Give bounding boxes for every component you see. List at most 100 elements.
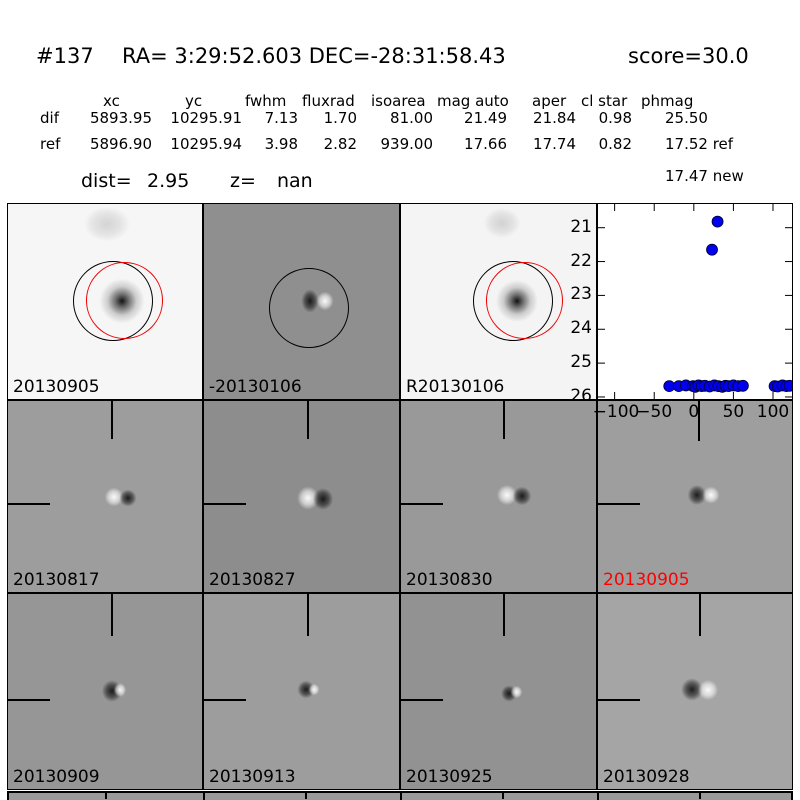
- crosshair-top-tick: [105, 793, 107, 799]
- ref-isoarea: 939.00: [380, 135, 434, 153]
- y-tick-label: 26: [570, 385, 592, 406]
- row-dif-name: dif: [40, 109, 59, 127]
- crosshair-left-tick: [598, 699, 640, 701]
- dipole-dark-blob: [510, 484, 534, 508]
- stamp-date-label: -20130106: [209, 377, 302, 397]
- crosshair-left-tick: [401, 503, 443, 505]
- crosshair-left-tick: [8, 503, 50, 505]
- panel-divider: [203, 793, 205, 800]
- y-tick-label: 24: [570, 318, 592, 339]
- phmag-new-line: 17.47 new: [665, 167, 744, 185]
- ref-yc: 10295.94: [170, 135, 242, 153]
- stamp-diff-5: 20130909: [7, 593, 203, 790]
- dif-fluxrad: 1.70: [323, 109, 357, 127]
- background-smudge: [78, 204, 136, 246]
- crosshair-top-tick: [307, 594, 309, 636]
- crosshair-top-tick: [503, 401, 505, 439]
- y-tick-label: 23: [570, 284, 592, 305]
- stamp-date-label: 20130928: [603, 767, 690, 787]
- dif-xc: 5893.95: [89, 109, 152, 127]
- stamp-date-label: 20130830: [406, 570, 493, 590]
- dist-label: dist=: [81, 170, 132, 192]
- ref-fwhm: 3.98: [264, 135, 298, 153]
- crosshair-top-tick: [699, 793, 701, 799]
- stamp-diff-8: 20130928: [597, 593, 793, 790]
- dif-mag-auto: 21.49: [464, 109, 507, 127]
- ref-fluxrad: 2.82: [323, 135, 357, 153]
- background-smudge: [479, 204, 525, 242]
- row-ref-name: ref: [40, 135, 61, 153]
- crosshair-left-tick: [8, 699, 50, 701]
- stamp-date-label: 20130925: [406, 767, 493, 787]
- x-tick-label: −100: [592, 402, 640, 422]
- crosshair-top-tick: [307, 401, 309, 439]
- col-header-phmag: phmag: [641, 92, 694, 110]
- lightcurve-point: [711, 215, 724, 228]
- dipole-bright-blob: [509, 684, 524, 700]
- candidate-coordinates: RA= 3:29:52.603 DEC=-28:31:58.43: [122, 44, 506, 68]
- dipole-bright-blob: [695, 677, 721, 703]
- y-tick-label: 21: [570, 216, 592, 237]
- crosshair-top-tick: [502, 793, 504, 799]
- crosshair-top-tick: [503, 594, 505, 636]
- panel-divider: [400, 793, 402, 800]
- ref-phmag: 17.52 ref: [665, 135, 734, 153]
- dipole-dark-blob: [117, 487, 139, 509]
- col-header-fwhm: fwhm: [245, 92, 287, 110]
- candidate-score: score=30.0: [628, 44, 749, 68]
- stamp-diff-3: 20130830: [400, 400, 597, 593]
- aperture-circle-red: [86, 262, 163, 339]
- x-tick-label: −50: [636, 402, 673, 422]
- lightcurve-plot: 21 22 23 24 25 26 −100 −50 0 50 100: [570, 203, 793, 421]
- candidate-id: #137: [36, 44, 94, 68]
- aperture-circle-red: [486, 262, 563, 339]
- z-label: z=: [230, 170, 256, 192]
- stamp-date-label: 20130913: [209, 767, 296, 787]
- cutoff-next-row-strip: [7, 791, 793, 800]
- ref-aper: 17.74: [533, 135, 576, 153]
- z-value: nan: [277, 170, 313, 192]
- dipole-bright-blob: [700, 484, 722, 506]
- col-header-yc: yc: [185, 92, 203, 110]
- lightcurve-point: [737, 379, 749, 392]
- lightcurve-point: [706, 243, 718, 256]
- crosshair-top-tick: [111, 401, 113, 439]
- col-header-mag-auto: mag auto: [437, 92, 509, 110]
- dipole-bright-blob: [307, 682, 321, 697]
- panel-divider: [597, 793, 599, 800]
- col-header-xc: xc: [103, 92, 120, 110]
- col-header-isoarea: isoarea: [371, 92, 426, 110]
- stamp-date-label: 20130817: [13, 570, 100, 590]
- dipole-dark-blob: [310, 485, 336, 513]
- stamp-diff-1: 20130817: [7, 400, 203, 593]
- dif-isoarea: 81.00: [390, 109, 433, 127]
- lightcurve-point: [783, 379, 792, 392]
- crosshair-left-tick: [204, 503, 246, 505]
- ref-mag-auto: 17.66: [464, 135, 507, 153]
- x-tick-label: 0: [688, 402, 700, 422]
- crosshair-top-tick: [698, 401, 700, 441]
- stamp-date-label: 20130905: [13, 377, 100, 397]
- stamp-diff-4-highlighted: 20130905: [597, 400, 793, 593]
- stamp-diff-2: 20130827: [203, 400, 400, 593]
- crosshair-left-tick: [204, 699, 246, 701]
- crosshair-top-tick: [111, 594, 113, 636]
- stamp-date-label: 20130827: [209, 570, 296, 590]
- y-tick-label: 25: [570, 352, 592, 373]
- dif-cl-star: 0.98: [598, 109, 632, 127]
- dif-aper: 21.84: [533, 109, 576, 127]
- stamp-ref-neg-image: -20130106: [203, 203, 400, 400]
- dif-phmag: 25.50: [665, 109, 708, 127]
- col-header-fluxrad: fluxrad: [302, 92, 355, 110]
- col-header-aper: aper: [532, 92, 567, 110]
- dipole-bright-blob: [112, 681, 128, 699]
- stamp-diff-6: 20130913: [203, 593, 400, 790]
- crosshair-top-tick: [305, 793, 307, 799]
- ref-xc: 5896.90: [89, 135, 152, 153]
- stamp-diff-7: 20130925: [400, 593, 597, 790]
- dist-value: 2.95: [147, 170, 190, 192]
- crosshair-top-tick: [699, 594, 701, 636]
- stamp-date-label: 20130909: [13, 767, 100, 787]
- stamp-date-label: 20130905: [603, 570, 690, 590]
